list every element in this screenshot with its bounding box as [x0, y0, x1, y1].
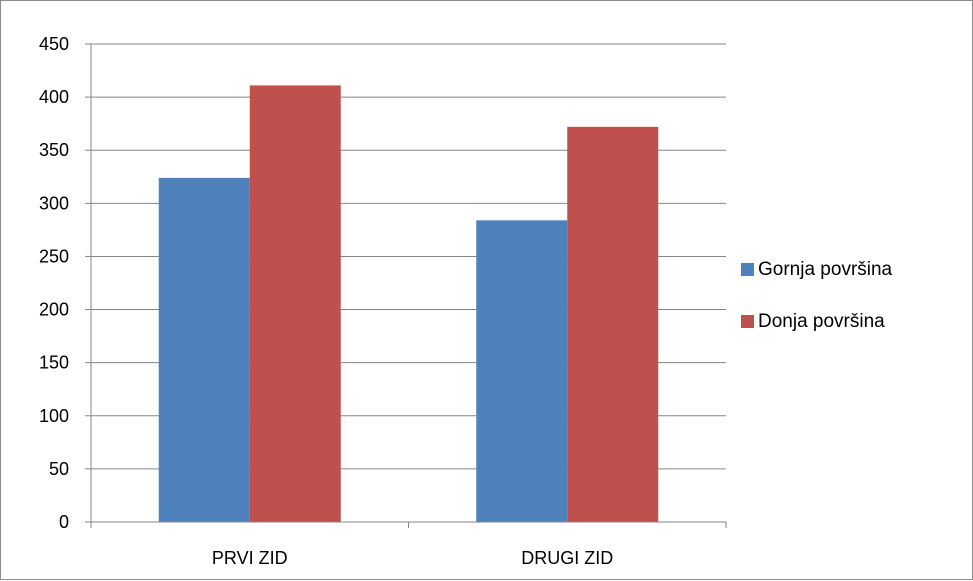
y-tick-label: 200: [39, 300, 69, 320]
y-tick-label: 0: [59, 512, 69, 532]
y-tick-label: 350: [39, 140, 69, 160]
bar-donja-0: [249, 85, 341, 522]
x-axis-tick-labels: PRVI ZID DRUGI ZID: [212, 548, 613, 568]
y-axis-tick-labels: 0 50 100 150 200 250 300 350 400 450: [39, 34, 69, 532]
y-tick-label: 400: [39, 87, 69, 107]
x-tick-label: DRUGI ZID: [521, 548, 613, 568]
bar-gornja-0: [158, 177, 250, 522]
bar-gornja-1: [476, 220, 568, 522]
legend-swatch-donja: [741, 315, 754, 328]
legend-label-gornja: Gornja površina: [758, 259, 893, 280]
y-tick-label: 250: [39, 246, 69, 266]
bars: [158, 85, 659, 522]
legend-label-donja: Donja površina: [758, 311, 885, 332]
bar-donja-1: [567, 126, 659, 522]
axes: [85, 43, 727, 528]
legend-swatch-gornja: [741, 263, 754, 276]
y-tick-label: 150: [39, 353, 69, 373]
y-tick-label: 50: [49, 459, 69, 479]
y-tick-label: 300: [39, 193, 69, 213]
y-tick-label: 450: [39, 34, 69, 54]
x-tick-label: PRVI ZID: [212, 548, 288, 568]
y-tick-label: 100: [39, 406, 69, 426]
legend: Gornja površina Donja površina: [741, 259, 893, 332]
